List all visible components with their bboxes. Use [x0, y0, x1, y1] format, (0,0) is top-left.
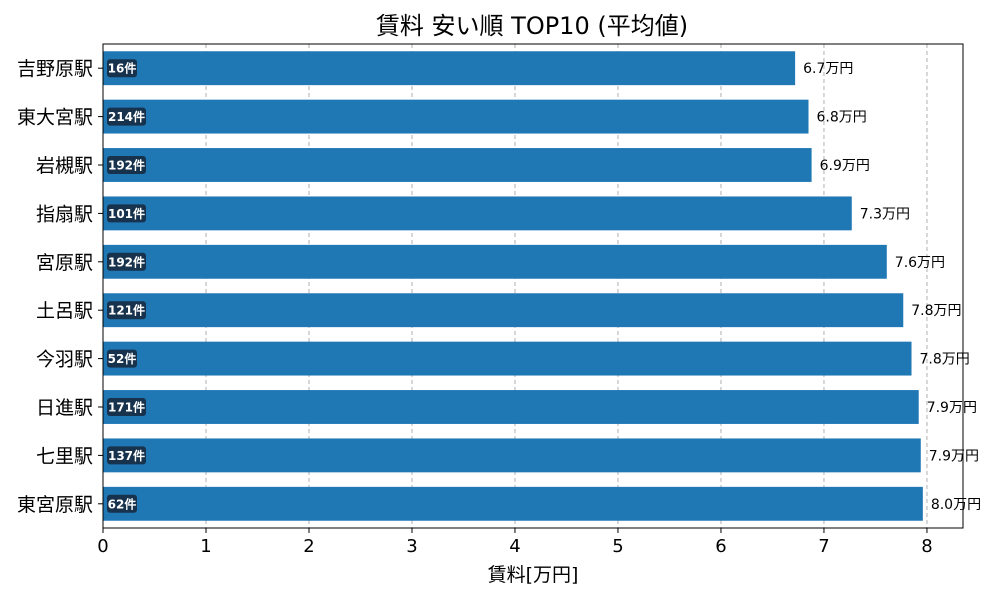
count-badge [107, 204, 146, 223]
x-tick-label: 1 [200, 536, 211, 557]
count-badge [107, 446, 146, 465]
x-tick-label: 8 [921, 536, 932, 557]
count-badge [107, 398, 146, 416]
bar [103, 51, 796, 86]
count-label: 137件 [108, 448, 145, 463]
value-label: 7.8万円 [911, 303, 961, 319]
x-tick-label: 5 [612, 536, 623, 557]
count-label: 52件 [108, 351, 137, 366]
bar [103, 148, 812, 182]
value-label: 7.6万円 [895, 255, 945, 271]
x-tick-label: 0 [97, 536, 108, 557]
y-tick-label: 東宮原駅 [17, 494, 93, 516]
bar [103, 341, 912, 376]
count-label: 214件 [108, 109, 145, 124]
y-tick-label: 東大宮駅 [17, 107, 93, 129]
x-tick-label: 3 [406, 536, 417, 557]
count-label: 121件 [108, 303, 145, 318]
y-tick-label: 今羽駅 [36, 349, 93, 371]
x-axis-label: 賃料[万円] [488, 564, 579, 586]
y-tick-label: 吉野原駅 [17, 58, 93, 80]
bar [103, 196, 852, 231]
count-label: 171件 [108, 400, 145, 415]
x-tick-label: 4 [509, 536, 520, 557]
count-label: 101件 [108, 206, 145, 221]
chart-title: 賃料 安い順 TOP10 (平均値) [376, 12, 688, 40]
y-tick-label: 七里駅 [36, 445, 93, 467]
value-label: 6.7万円 [803, 61, 853, 77]
bar [103, 99, 809, 134]
value-label: 6.9万円 [820, 158, 870, 174]
count-label: 16件 [108, 61, 137, 76]
count-badge [107, 494, 137, 513]
bar [103, 486, 923, 521]
count-badge [107, 59, 137, 78]
count-label: 192件 [108, 158, 145, 173]
x-axis-ticks: 0 1 2 3 4 5 6 7 8 [97, 528, 933, 557]
bar [103, 390, 919, 424]
value-label: 7.3万円 [860, 206, 910, 222]
count-badge [107, 301, 146, 320]
bar [103, 244, 887, 279]
count-label: 62件 [108, 496, 137, 511]
x-tick-label: 6 [715, 536, 726, 557]
count-badge [107, 156, 146, 174]
bars: 16件 6.7万円 214件 6.8万円 192件 6.9万円 101件 7.3万円 192件 7… [103, 51, 981, 521]
count-badge [107, 107, 146, 126]
y-tick-label: 土呂駅 [36, 300, 93, 322]
value-label: 7.9万円 [927, 400, 977, 416]
x-tick-label: 7 [818, 536, 829, 557]
value-label: 6.8万円 [817, 110, 867, 126]
y-tick-label: 宮原駅 [36, 252, 93, 274]
value-label: 7.9万円 [929, 448, 979, 464]
plot-frame [102, 43, 964, 529]
bar [103, 293, 904, 328]
y-tick-label: 指扇駅 [36, 203, 93, 225]
value-label: 7.8万円 [920, 352, 970, 368]
y-tick-label: 日進駅 [36, 397, 93, 419]
x-tick-label: 2 [303, 536, 314, 557]
y-tick-label: 岩槻駅 [36, 155, 93, 177]
count-badge [107, 349, 137, 368]
value-label: 8.0万円 [931, 497, 981, 513]
bar [103, 438, 921, 473]
count-badge [107, 252, 146, 271]
count-label: 192件 [108, 254, 145, 269]
